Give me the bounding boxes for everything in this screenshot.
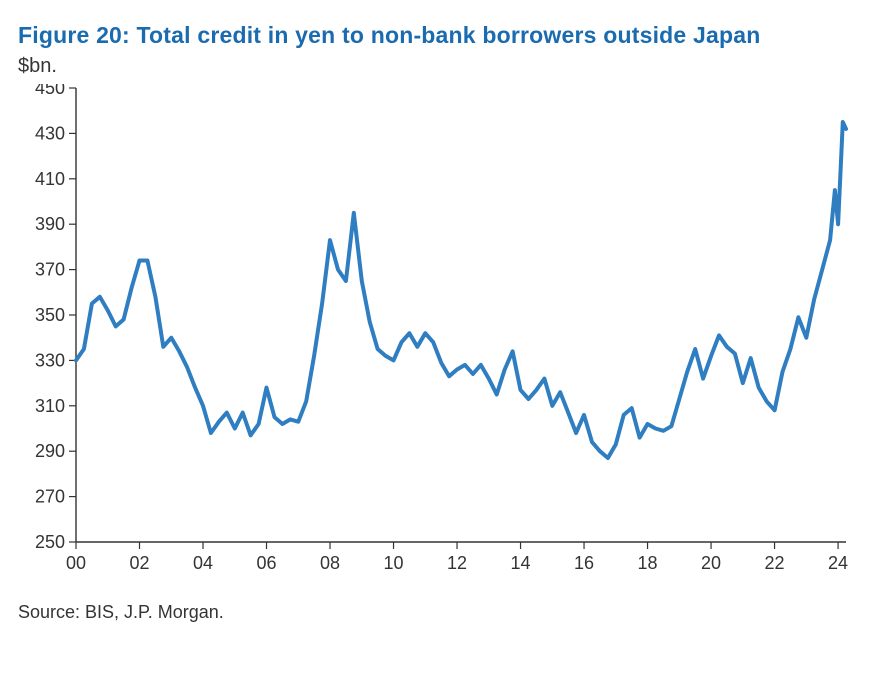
figure-title: Figure 20: Total credit in yen to non-ba…	[18, 22, 852, 49]
y-tick-label: 350	[35, 305, 65, 325]
line-chart-svg: 250 270 290 310 330 350 370 390 410 430 450 00 02 04 0…	[16, 84, 856, 584]
x-tick-label: 12	[447, 553, 467, 573]
y-axis-label: $bn.	[18, 55, 852, 78]
y-tick-label: 450	[35, 84, 65, 98]
x-tick-label: 04	[193, 553, 213, 573]
x-tick-label: 16	[574, 553, 594, 573]
chart-area: 250 270 290 310 330 350 370 390 410 430 450 00 02 04 0…	[16, 84, 856, 584]
y-tick-label: 290	[35, 441, 65, 461]
y-tick-label: 410	[35, 169, 65, 189]
data-line	[76, 122, 846, 458]
x-tick-label: 02	[129, 553, 149, 573]
x-tick-label: 24	[828, 553, 848, 573]
figure-container: { "title": "Figure 20: Total credit in y…	[0, 0, 882, 682]
source-text: Source: BIS, J.P. Morgan.	[18, 602, 852, 623]
x-tick-label: 18	[638, 553, 658, 573]
x-tick-label: 10	[384, 553, 404, 573]
y-tick-label: 270	[35, 487, 65, 507]
y-tick-label: 330	[35, 350, 65, 370]
y-tick-label: 390	[35, 214, 65, 234]
x-tick-label: 08	[320, 553, 340, 573]
y-tick-label: 430	[35, 123, 65, 143]
y-tick-label: 310	[35, 396, 65, 416]
x-tick-label: 20	[701, 553, 721, 573]
x-tick-label: 22	[765, 553, 785, 573]
x-tick-label: 00	[66, 553, 86, 573]
y-tick-label: 370	[35, 260, 65, 280]
x-tick-label: 14	[511, 553, 531, 573]
y-tick-label: 250	[35, 532, 65, 552]
x-tick-label: 06	[256, 553, 276, 573]
